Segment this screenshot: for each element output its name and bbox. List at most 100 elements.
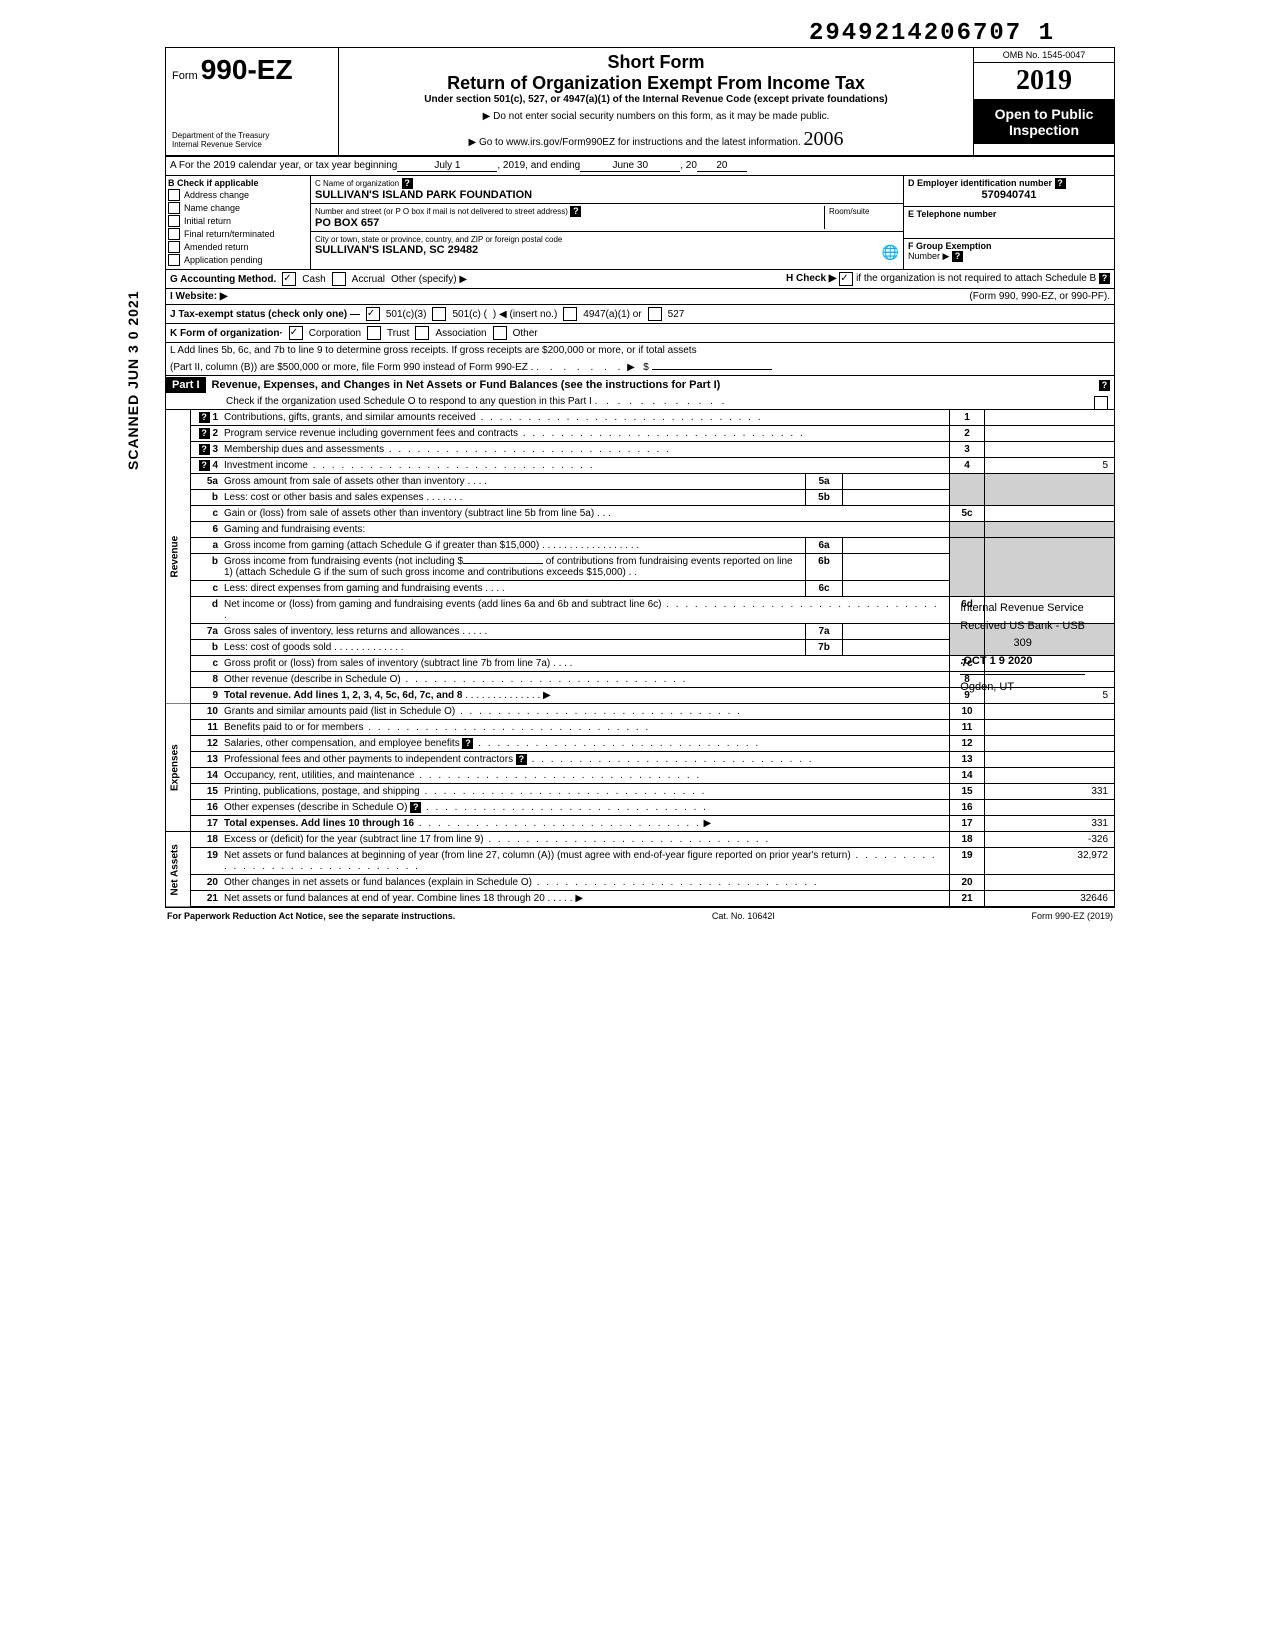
arrow: ▶ — [704, 818, 712, 829]
box-f-label2: Number ▶ — [908, 251, 949, 261]
row-num: 18 — [191, 832, 222, 848]
row-desc: Gross income from gaming (attach Schedul… — [224, 540, 539, 551]
chk-amended[interactable] — [168, 241, 180, 253]
row-desc: Gross amount from sale of assets other t… — [224, 476, 465, 487]
lbl-501c3: 501(c)(3) — [386, 309, 427, 320]
amt-label: 3 — [950, 442, 985, 458]
help-icon[interactable]: ? — [516, 754, 527, 765]
row-num: d — [191, 597, 222, 624]
chk-assoc[interactable] — [415, 326, 429, 340]
help-icon[interactable]: ? — [410, 802, 421, 813]
chk-other-org[interactable] — [493, 326, 507, 340]
chk-app-pending[interactable] — [168, 254, 180, 266]
row-desc: Gross sales of inventory, less returns a… — [224, 626, 459, 637]
chk-address-change[interactable] — [168, 189, 180, 201]
amt-value — [985, 800, 1115, 816]
row-desc: Gross profit or (loss) from sales of inv… — [224, 658, 550, 669]
row-num: 4 — [212, 460, 218, 471]
chk-trust[interactable] — [367, 326, 381, 340]
row-num: 20 — [191, 875, 222, 891]
amt-label: 12 — [950, 736, 985, 752]
chk-501c[interactable] — [432, 307, 446, 321]
help-icon[interactable]: ? — [570, 206, 581, 217]
row-desc: Professional fees and other payments to … — [224, 754, 513, 765]
amt-label: 18 — [950, 832, 985, 848]
line-h-form: (Form 990, 990-EZ, or 990-PF). — [969, 291, 1110, 302]
line-a-suffix: , 20 — [680, 160, 697, 171]
lbl-final-return: Final return/terminated — [184, 229, 275, 239]
dept-irs: Internal Revenue Service — [172, 140, 332, 149]
help-icon[interactable]: ? — [199, 444, 210, 455]
lbl-other-method: Other (specify) ▶ — [391, 274, 467, 285]
row-num: b — [191, 554, 222, 581]
lbl-amended: Amended return — [184, 242, 249, 252]
row-desc: Contributions, gifts, grants, and simila… — [224, 412, 476, 423]
help-icon[interactable]: ? — [952, 251, 963, 262]
chk-527[interactable] — [648, 307, 662, 321]
amt-label: 20 — [950, 875, 985, 891]
sub-label: 7a — [806, 624, 843, 640]
row-desc: Printing, publications, postage, and shi… — [224, 786, 420, 797]
lbl-4947: 4947(a)(1) or — [583, 309, 641, 320]
lbl-corp: Corporation — [309, 328, 361, 339]
help-icon[interactable]: ? — [1055, 178, 1066, 189]
sub-label: 7b — [806, 640, 843, 656]
amt-value — [985, 704, 1115, 720]
chk-accrual[interactable] — [332, 272, 346, 286]
lbl-address-change: Address change — [184, 190, 249, 200]
irs-received-stamp: Internal Revenue Service Received US Ban… — [960, 600, 1085, 697]
lbl-accrual: Accrual — [352, 274, 385, 285]
row-num: 10 — [191, 704, 222, 720]
line-h-rest: if the organization is not required to a… — [856, 273, 1096, 284]
help-icon[interactable]: ? — [199, 460, 210, 471]
row-num: 3 — [212, 444, 218, 455]
amt-label: 17 — [950, 816, 985, 832]
row-desc: Grants and similar amounts paid (list in… — [224, 706, 455, 717]
row-desc: Net assets or fund balances at end of ye… — [224, 893, 545, 904]
box-c-label: C Name of organization — [315, 179, 399, 188]
row-desc: Investment income — [224, 460, 308, 471]
sub-label: 6c — [806, 581, 843, 597]
help-icon[interactable]: ? — [462, 738, 473, 749]
lbl-trust: Trust — [387, 328, 409, 339]
row-num: 2 — [212, 428, 218, 439]
row-num: 14 — [191, 768, 222, 784]
row-desc: Salaries, other compensation, and employ… — [224, 738, 460, 749]
row-num: 12 — [191, 736, 222, 752]
help-icon[interactable]: ? — [1099, 380, 1110, 391]
part1-header: Part I — [166, 377, 206, 393]
help-icon[interactable]: ? — [402, 178, 413, 189]
amt-value — [985, 426, 1115, 442]
row-desc: Less: direct expenses from gaming and fu… — [224, 583, 482, 594]
chk-initial-return[interactable] — [168, 215, 180, 227]
chk-no-sched-b[interactable]: ✓ — [839, 272, 853, 286]
box-e-label: E Telephone number — [908, 209, 996, 219]
row-desc: Net assets or fund balances at beginning… — [224, 850, 851, 861]
row-desc: Other expenses (describe in Schedule O) — [224, 802, 407, 813]
form-header: Form 990-EZ Department of the Treasury I… — [165, 47, 1115, 157]
line-i-label: I Website: ▶ — [170, 291, 228, 302]
row-num: 16 — [191, 800, 222, 816]
org-name: SULLIVAN'S ISLAND PARK FOUNDATION — [315, 189, 532, 201]
chk-cash[interactable]: ✓ — [282, 272, 296, 286]
chk-corp[interactable]: ✓ — [289, 326, 303, 340]
help-icon[interactable]: ? — [199, 428, 210, 439]
help-icon[interactable]: ? — [1099, 273, 1110, 284]
chk-name-change[interactable] — [168, 202, 180, 214]
row-num: 15 — [191, 784, 222, 800]
line-a-mid: , 2019, and ending — [497, 160, 580, 171]
part1-title: Revenue, Expenses, and Changes in Net As… — [206, 376, 727, 394]
row-desc: Occupancy, rent, utilities, and maintena… — [224, 770, 414, 781]
help-icon[interactable]: ? — [199, 412, 210, 423]
footer-right: Form 990-EZ (2019) — [1031, 911, 1113, 921]
chk-sched-o[interactable] — [1094, 396, 1108, 410]
amt-label: 15 — [950, 784, 985, 800]
chk-final-return[interactable] — [168, 228, 180, 240]
arrow: ▶ — [543, 690, 551, 701]
line-a: A For the 2019 calendar year, or tax yea… — [165, 157, 1115, 176]
amt-value — [985, 875, 1115, 891]
amt-value: 32,972 — [985, 848, 1115, 875]
chk-501c3[interactable]: ✓ — [366, 307, 380, 321]
chk-4947[interactable] — [563, 307, 577, 321]
row-num: c — [191, 656, 222, 672]
